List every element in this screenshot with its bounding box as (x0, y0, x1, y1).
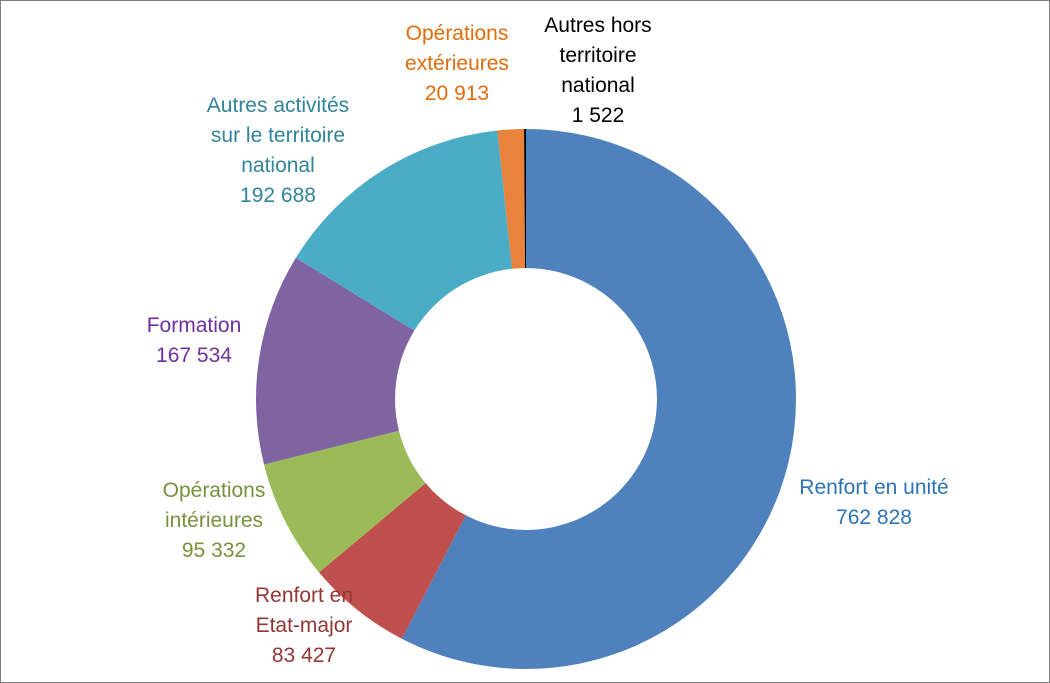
pie-slice-formation (255, 257, 415, 465)
data-label-renfort-en-etat-major: Renfort en Etat-major 83 427 (254, 584, 354, 667)
pie-slice-operations-exterieures (497, 129, 526, 269)
pie-slice-autres-hors-territoire-national (524, 129, 526, 269)
data-label-operations-interieures: Opérations intérieures 95 332 (162, 479, 266, 562)
data-label-operations-exterieures: Opérations extérieures 20 913 (405, 22, 509, 105)
pie-slice-renfort-en-etat-major (318, 483, 466, 639)
pie-slice-autres-activites-sur-le-territoire-national (295, 130, 513, 331)
pie-slice-operations-interieures (264, 430, 426, 573)
pie-slice-renfort-en-unite (401, 129, 796, 669)
data-label-autres-hors-territoire: Autres hors territoire national 1 522 (544, 14, 652, 127)
data-label-autres-activites: Autres activités sur le territoire natio… (206, 94, 350, 207)
data-label-renfort-en-unite: Renfort en unité 762 828 (799, 476, 949, 529)
data-label-formation: Formation 167 534 (146, 314, 242, 367)
